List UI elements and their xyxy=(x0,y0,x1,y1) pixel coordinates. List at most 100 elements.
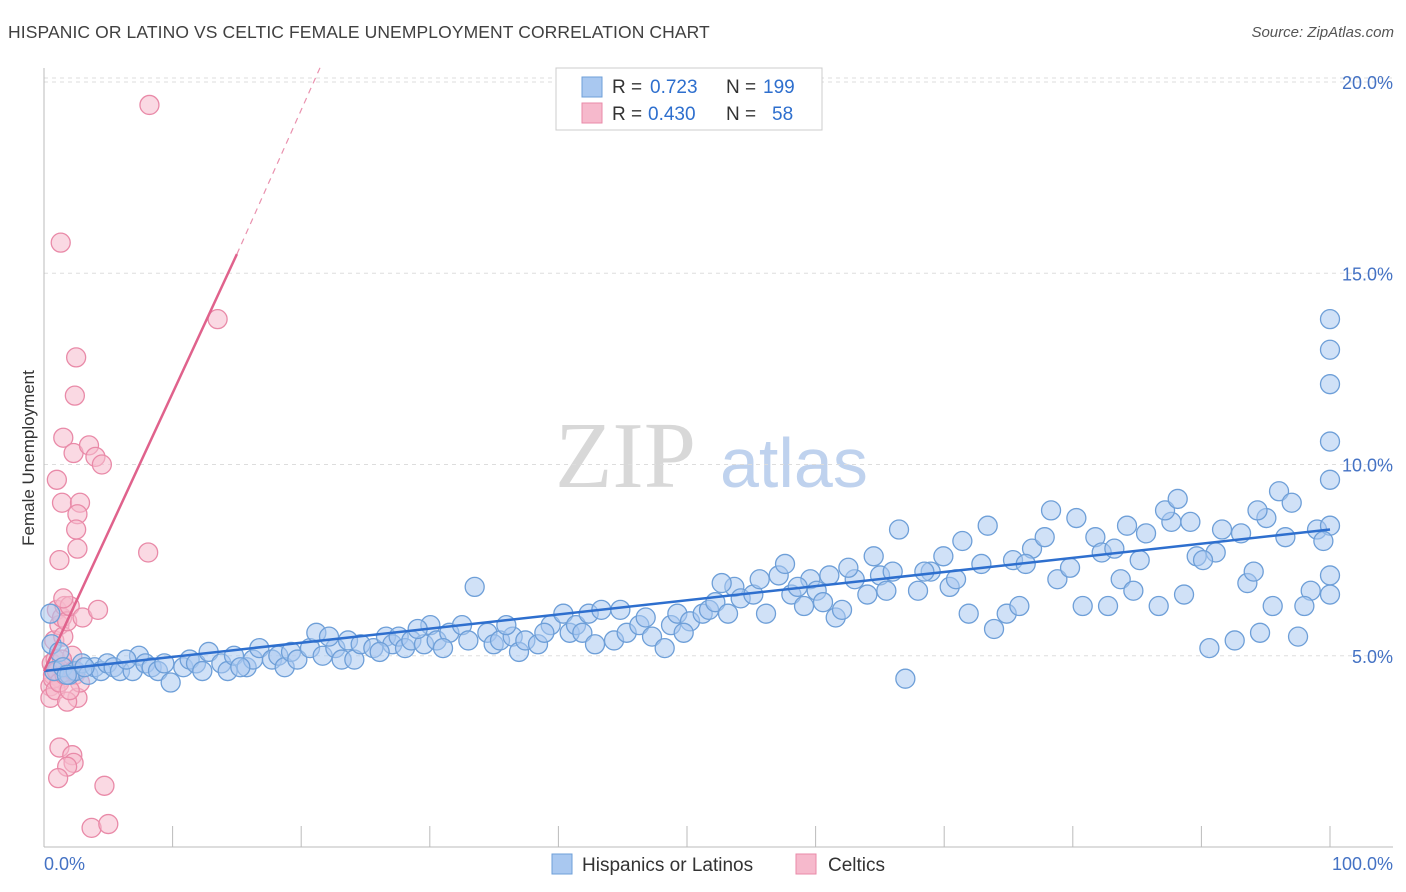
data-point xyxy=(53,427,74,448)
data-point xyxy=(838,557,859,578)
data-point xyxy=(1116,515,1138,536)
data-point xyxy=(1154,500,1176,521)
watermark-zip: ZIP xyxy=(555,404,696,508)
data-point xyxy=(749,569,770,590)
data-point xyxy=(1009,595,1030,617)
data-point xyxy=(793,595,815,617)
data-point xyxy=(819,565,840,586)
legend-swatch-celtics xyxy=(581,102,603,124)
watermark: ZIP atlas xyxy=(555,404,868,508)
x-tick-label-min: 0.0% xyxy=(44,854,85,874)
data-point xyxy=(1097,595,1119,617)
bottom-legend-celtics: Celtics xyxy=(828,855,885,876)
legend-n-label-1: N = xyxy=(726,77,756,98)
data-point xyxy=(635,607,656,628)
data-point xyxy=(49,549,70,571)
y-axis-label: Female Unemployment xyxy=(19,370,38,546)
data-point xyxy=(1247,500,1268,521)
data-point xyxy=(534,622,555,643)
data-point xyxy=(1148,595,1169,617)
trend-line-celtics-extension xyxy=(236,66,322,255)
data-point xyxy=(1192,549,1214,571)
data-point xyxy=(1211,519,1233,540)
data-point xyxy=(774,553,796,575)
data-point xyxy=(1167,488,1188,510)
data-point xyxy=(81,817,102,839)
data-point xyxy=(584,634,606,655)
data-point xyxy=(1319,431,1341,452)
data-point xyxy=(116,649,137,670)
data-point xyxy=(755,603,777,624)
data-point xyxy=(952,530,973,552)
data-point xyxy=(831,599,853,620)
trend-lines xyxy=(42,66,1331,673)
x-tick-label-max: 100.0% xyxy=(1332,854,1393,874)
data-point xyxy=(1072,595,1093,617)
data-point xyxy=(933,546,954,567)
data-point xyxy=(192,660,213,682)
data-point xyxy=(318,626,340,647)
correlation-legend: R = 0.723 N = 199 R = 0.430 N = 58 xyxy=(555,67,823,131)
data-point xyxy=(139,94,160,116)
data-point xyxy=(94,775,115,796)
data-point xyxy=(1199,637,1220,659)
data-point xyxy=(1129,549,1150,571)
trend-line-hispanic xyxy=(43,528,1331,673)
y-tick-label: 15.0% xyxy=(1342,264,1393,284)
data-point xyxy=(1319,339,1341,360)
data-point xyxy=(876,580,897,601)
data-point xyxy=(641,626,663,647)
data-point xyxy=(1110,569,1131,590)
data-point xyxy=(1319,565,1341,586)
data-point xyxy=(40,603,61,624)
data-point xyxy=(369,641,390,663)
legend-r-value-1: 0.723 xyxy=(650,77,698,98)
data-point xyxy=(287,649,308,670)
data-point xyxy=(907,580,929,601)
data-point xyxy=(464,576,485,598)
data-point xyxy=(983,618,1005,640)
legend-r-label-2: R = xyxy=(612,104,642,125)
bottom-legend-swatch-celtics xyxy=(795,853,817,875)
data-point xyxy=(888,519,910,540)
data-point xyxy=(91,454,113,475)
data-point xyxy=(1313,530,1334,552)
y-tick-label: 10.0% xyxy=(1342,456,1393,476)
data-point xyxy=(914,561,935,582)
data-point xyxy=(1275,527,1296,548)
series-legend: Hispanics or Latinos Celtics xyxy=(551,853,885,876)
data-point xyxy=(64,385,86,406)
data-point xyxy=(50,232,71,253)
data-point xyxy=(812,592,834,613)
data-point xyxy=(1059,557,1081,578)
data-point xyxy=(66,347,87,368)
data-point xyxy=(66,519,87,540)
data-point xyxy=(53,588,74,609)
data-point xyxy=(610,599,631,620)
data-point xyxy=(1319,469,1341,490)
data-point xyxy=(160,672,181,693)
data-point xyxy=(654,637,675,659)
data-point xyxy=(1224,630,1245,651)
data-point xyxy=(1319,308,1341,330)
data-point xyxy=(1123,580,1144,601)
data-point xyxy=(1287,626,1309,647)
data-point xyxy=(1268,481,1290,502)
data-point xyxy=(857,584,878,605)
data-point xyxy=(1066,507,1087,529)
data-point xyxy=(971,553,992,575)
trend-line-celtics xyxy=(42,253,239,672)
data-point xyxy=(673,622,694,643)
data-point xyxy=(1319,584,1341,605)
data-point xyxy=(458,630,479,651)
bottom-legend-swatch-hispanic xyxy=(551,853,573,875)
data-point xyxy=(977,515,998,536)
data-point xyxy=(98,813,119,835)
gridlines xyxy=(44,77,1393,657)
data-point xyxy=(958,603,979,624)
data-point xyxy=(46,469,68,490)
data-point xyxy=(1040,500,1062,521)
data-point xyxy=(1319,374,1341,395)
data-point xyxy=(1180,511,1201,533)
